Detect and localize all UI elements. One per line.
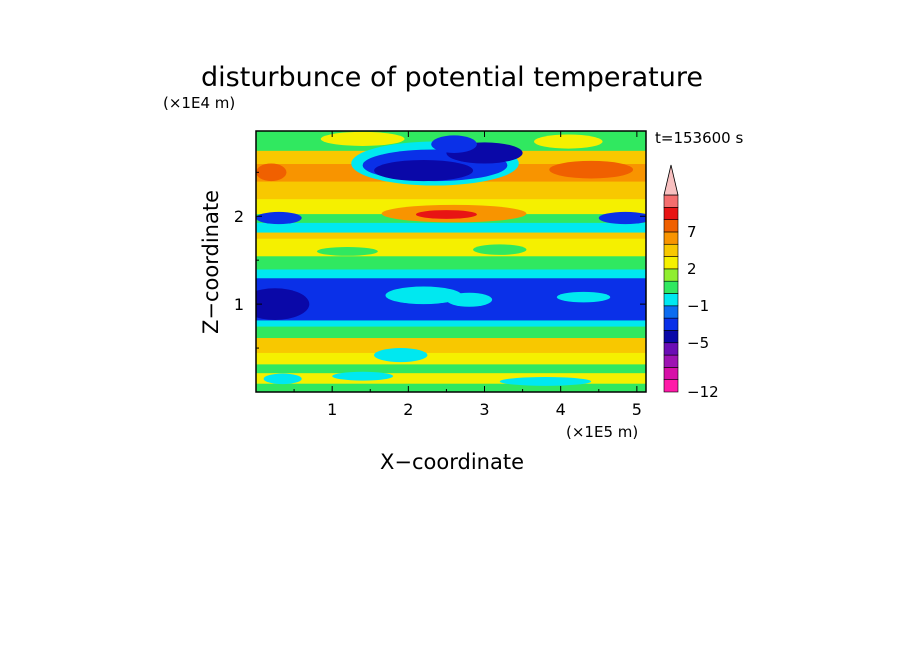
contour-band [256,181,646,200]
contour-feature [446,292,493,307]
contour-feature [598,211,646,225]
y-axis-unit: (×1E4 m) [163,94,235,112]
contour-band [256,383,646,392]
colorbar-swatch [663,243,679,257]
colorbar-swatch [663,305,679,319]
contour-band [256,352,646,365]
contour-feature [332,371,394,381]
contour-feature [431,135,477,153]
contour-feature [256,288,310,320]
contour-band [256,222,646,233]
y-tick-label: 2 [234,207,244,226]
x-tick-label: 3 [479,400,489,419]
colorbar-swatch [663,354,679,368]
colorbar-swatch [663,194,679,208]
x-tick-label: 1 [327,400,337,419]
contour-feature [385,286,462,305]
contour-feature [316,247,378,256]
contour-feature [256,163,287,182]
colorbar-swatch [663,207,679,220]
colorbar-swatch [663,256,679,270]
contour-feature [374,348,428,363]
colorbar-swatch [663,231,679,245]
y-tick-label: 1 [234,295,244,314]
contour-feature [499,377,592,386]
colorbar-label: 2 [687,260,697,278]
contour-feature [473,244,527,255]
contour-feature [374,160,474,182]
colorbar-swatch [663,342,679,356]
colorbar-label: −5 [687,334,709,352]
axis-ticks: 1 2 3 4 5 1 2 [234,131,646,419]
contour-band [256,319,646,327]
contour-band [256,238,646,257]
x-tick-label: 5 [632,400,642,419]
contour-feature [263,373,302,385]
colorbar-swatch [663,317,679,331]
x-tick-label: 2 [403,400,413,419]
x-axis-unit: (×1E5 m) [566,423,638,441]
contour-band [256,268,646,279]
colorbar-swatch [663,330,679,344]
plot-area [256,131,646,392]
contour-feature [549,160,634,179]
x-tick-label: 4 [556,400,566,419]
contour-band [256,363,646,374]
colorbar-arrow [663,164,679,196]
colorbar: 7 2 −1 −5 −12 [663,164,719,401]
contour-feature [256,211,302,225]
colorbar-swatch [663,367,679,380]
colorbar-label: −1 [687,297,709,315]
colorbar-swatch [663,219,679,233]
contour-feature [320,131,405,146]
colorbar-swatch [663,268,679,282]
time-label: t=153600 s [655,129,743,147]
x-axis-label: X−coordinate [380,450,524,474]
contour-feature [415,210,477,219]
contour-feature [556,291,611,303]
colorbar-label: −12 [687,383,719,401]
colorbar-swatch [663,379,679,393]
contour-band [256,232,646,239]
contour-band [256,372,646,384]
contour-feature [534,134,603,149]
contour-band [256,255,646,270]
colorbar-swatch [663,280,679,294]
y-axis-label: Z−coordinate [199,190,223,334]
colorbar-swatch [663,293,679,307]
colorbar-label: 7 [687,223,697,241]
contour-band [256,337,646,353]
contour-band [256,326,646,339]
plot-frame [255,130,647,393]
chart-title: disturbunce of potential temperature [201,62,703,93]
